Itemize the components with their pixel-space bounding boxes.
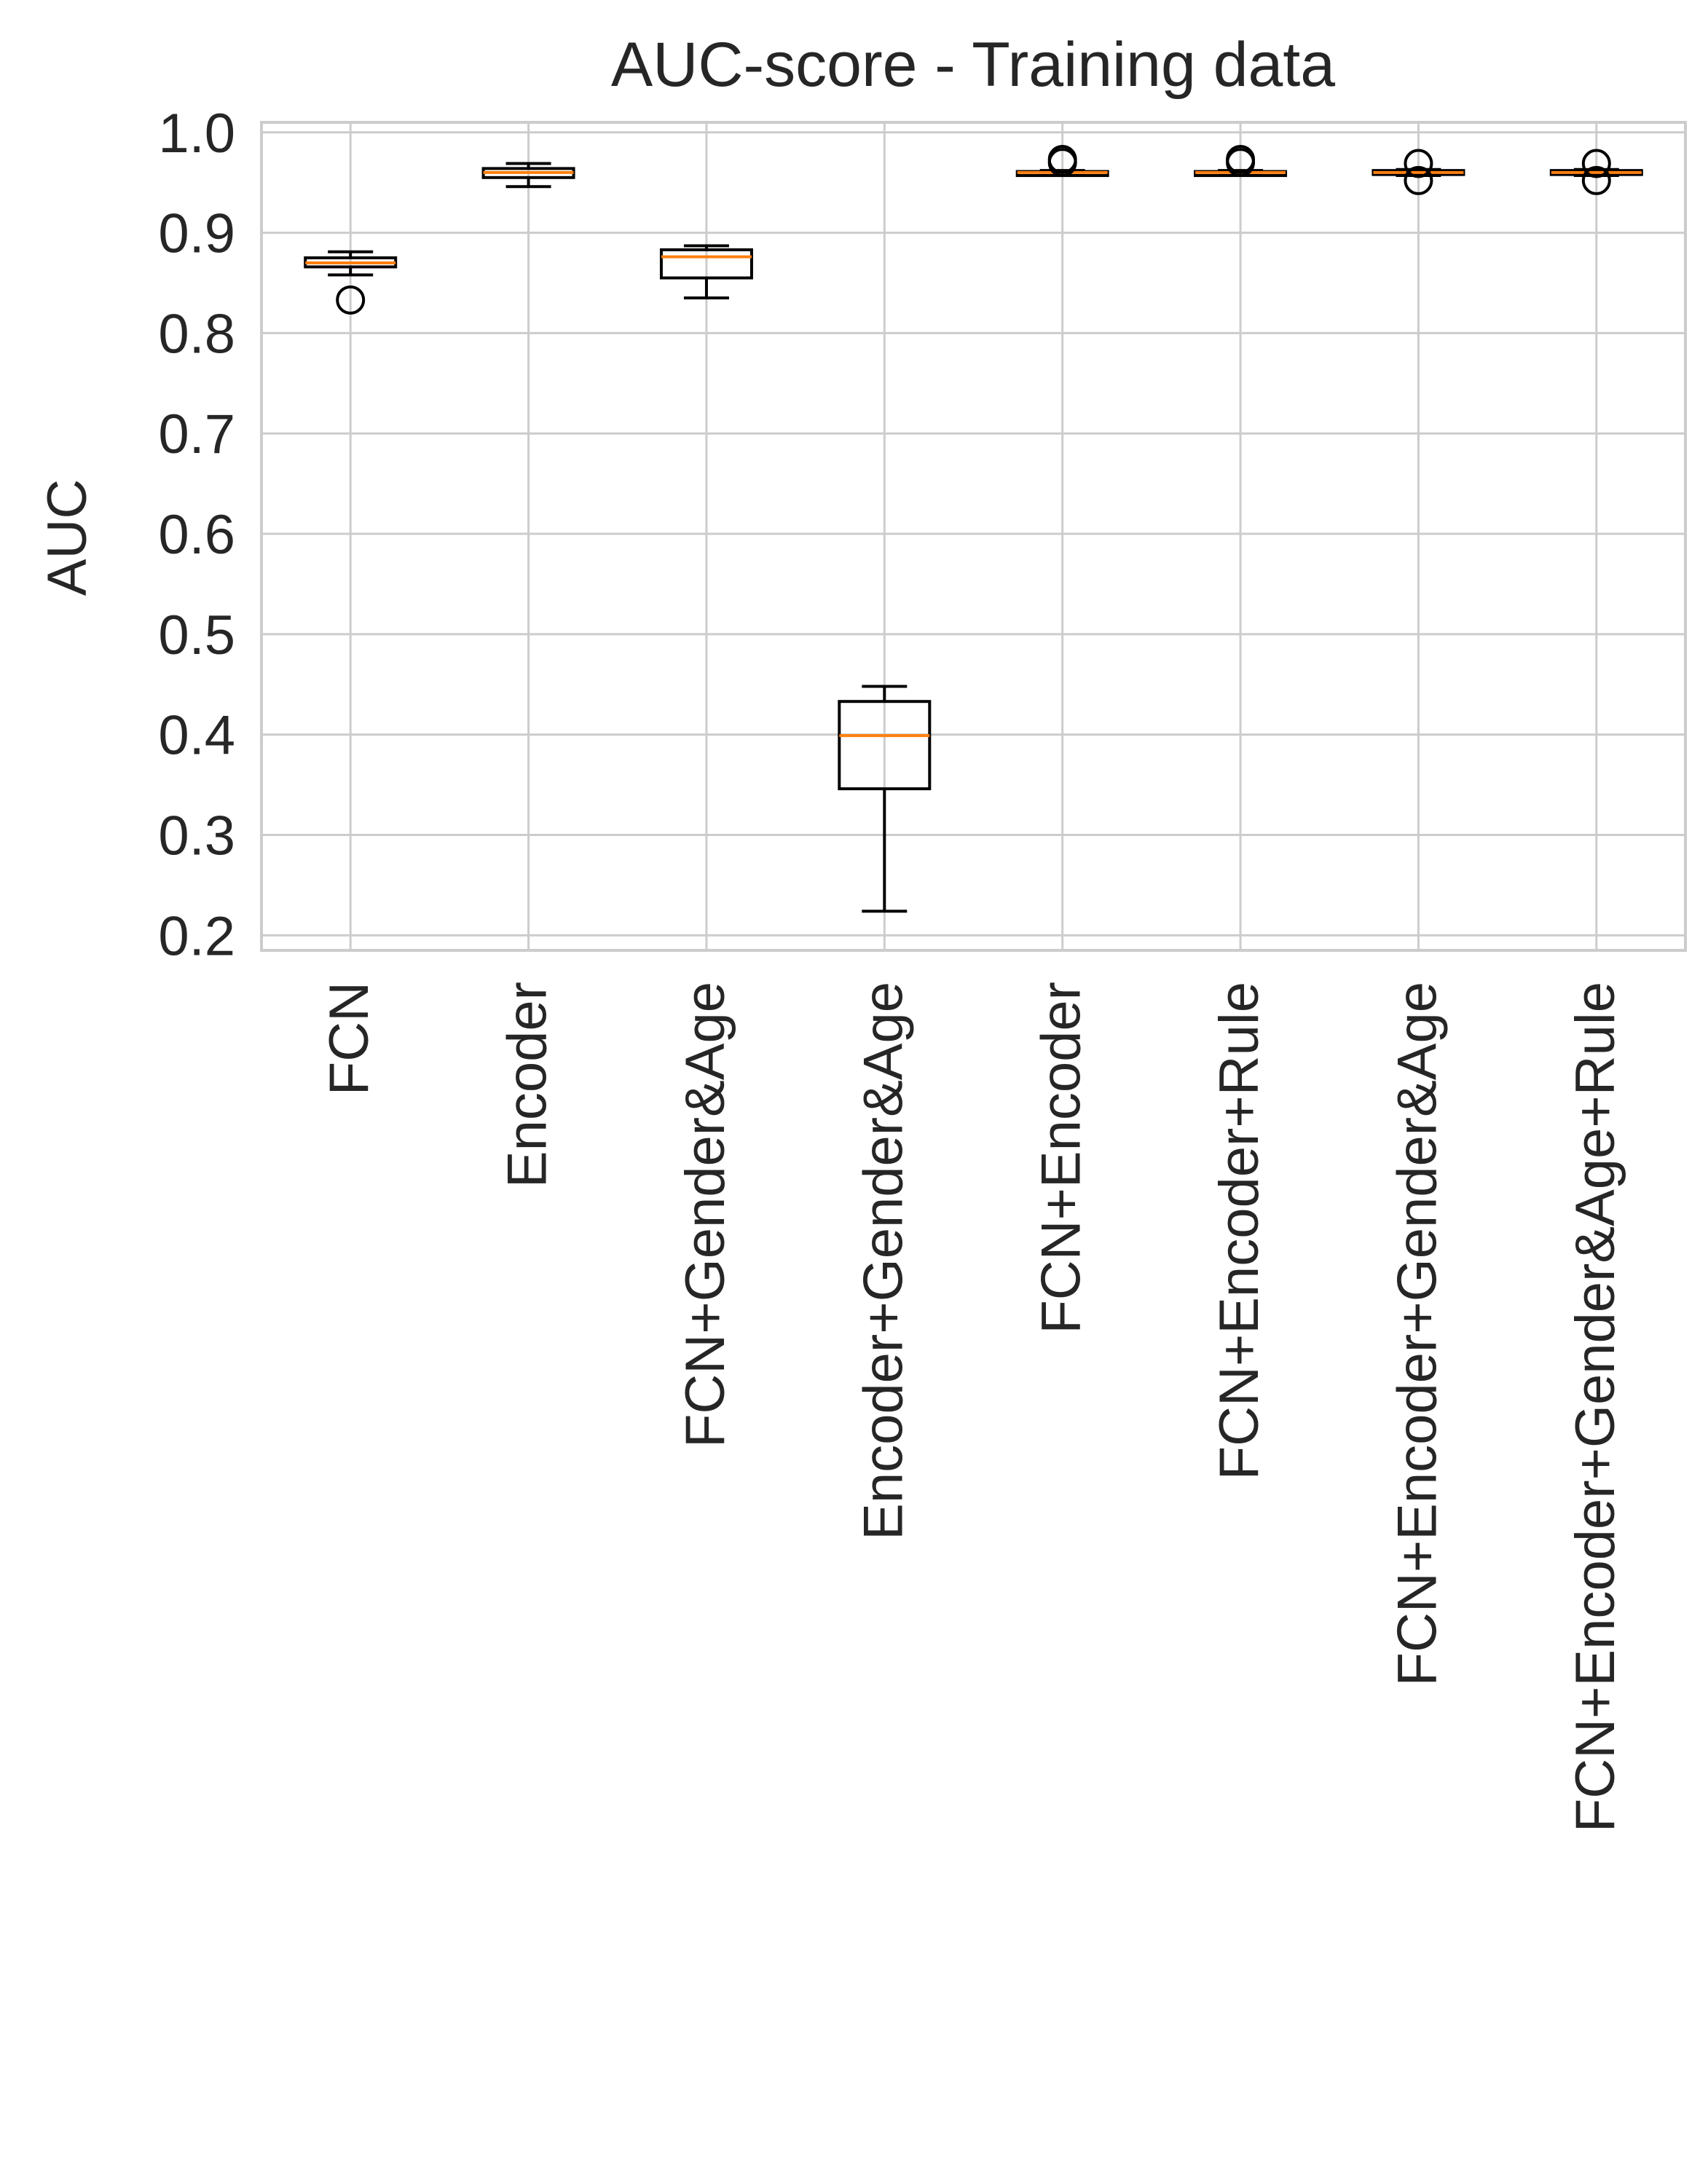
y-tick-label: 0.8 (158, 303, 235, 365)
outlier-point (1404, 165, 1433, 195)
x-tick-label: FCN+Encoder (1031, 982, 1093, 1334)
x-tick-label: FCN (318, 982, 380, 1095)
iqr-box (838, 700, 932, 791)
y-tick-label: 0.7 (158, 403, 235, 465)
box-1 (304, 250, 398, 315)
x-tick-label: Encoder (497, 982, 559, 1188)
y-tick-label: 0.5 (158, 604, 235, 666)
y-tick-label: 0.6 (158, 504, 235, 566)
outlier-point (1047, 144, 1077, 174)
box-8 (1549, 149, 1643, 195)
chart-title: AUC-score - Training data (611, 30, 1335, 100)
outlier-point (1581, 149, 1611, 178)
box-7 (1371, 149, 1465, 195)
x-tick-label: FCN+Encoder+Gender&Age+Rule (1565, 982, 1626, 1832)
outlier-point (1404, 149, 1433, 178)
x-tick-label: FCN+Encoder+Gender&Age (1386, 982, 1448, 1686)
y-tick-label: 0.3 (158, 805, 235, 867)
outlier-point (1226, 144, 1256, 174)
box-2 (481, 162, 575, 189)
y-tick-label: 0.9 (158, 203, 235, 265)
box-3 (659, 244, 753, 300)
box-6 (1194, 144, 1288, 178)
y-tick-label: 0.2 (158, 905, 235, 967)
x-tick-label: Encoder+Gender&Age (852, 982, 914, 1540)
y-tick-labels: 0.2 0.3 0.4 0.5 0.6 0.7 0.8 0.9 1.0 (158, 103, 235, 968)
x-tick-label: FCN+Encoder+Rule (1208, 982, 1270, 1480)
y-axis-label: AUC (36, 479, 98, 596)
y-tick-label: 1.0 (158, 103, 235, 165)
x-tick-labels: FCN Encoder FCN+Gender&Age Encoder+Gender&A… (318, 982, 1626, 1832)
box-5 (1015, 144, 1109, 178)
plot-frame (260, 121, 1687, 952)
outlier-point (1581, 165, 1611, 195)
y-tick-label: 0.4 (158, 705, 235, 767)
box-4 (838, 685, 932, 913)
iqr-box (659, 248, 753, 280)
x-tick-label: FCN+Gender&Age (674, 982, 736, 1448)
boxes (304, 144, 1643, 913)
grid-lines (261, 122, 1685, 950)
outlier-point (336, 285, 366, 315)
